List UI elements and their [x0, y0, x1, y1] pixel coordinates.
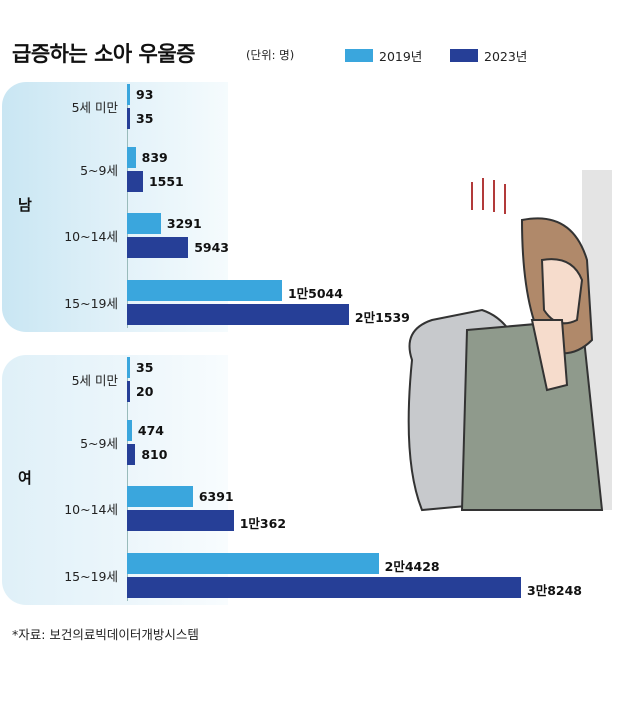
bar-2019: [127, 147, 136, 168]
bar-2019: [127, 553, 379, 574]
bar-2023: [127, 237, 189, 258]
unit-label: (단위: 명): [246, 48, 295, 62]
legend-2023: 2023년: [450, 46, 527, 65]
age-label: 10~14세: [64, 229, 118, 244]
chart-title: 급증하는 소아 우울증: [12, 42, 196, 66]
bar-2019: [127, 280, 282, 301]
legend-2019: 2019년: [345, 46, 422, 65]
stress-lines: [471, 178, 506, 214]
age-label: 10~14세: [64, 502, 118, 517]
age-label: 5세 미만: [71, 373, 118, 388]
bar-2023: [127, 381, 130, 402]
age-label: 5~9세: [80, 436, 118, 451]
bar-value-label: 20: [136, 384, 154, 399]
girl-illustration: [407, 170, 612, 512]
bar-2019: [127, 213, 161, 234]
gender-label-1: 여: [18, 469, 32, 487]
bar-value-label: 810: [141, 447, 168, 462]
bar-value-label: 839: [141, 150, 168, 165]
bar-value-label: 2만4428: [384, 559, 440, 574]
age-label: 15~19세: [64, 296, 118, 311]
age-label: 5세 미만: [71, 100, 118, 115]
bar-value-label: 1551: [148, 174, 184, 189]
axis-line-1: [127, 357, 128, 601]
bar-value-label: 1만362: [239, 516, 287, 531]
bar-2023: [127, 304, 349, 325]
legend-label-2023: 2023년: [484, 49, 528, 64]
gender-label-0: 남: [18, 196, 32, 214]
bar-2019: [127, 420, 132, 441]
legend-label-2019: 2019년: [379, 49, 423, 64]
bar-2023: [127, 444, 136, 465]
bar-value-label: 474: [137, 423, 164, 438]
source-note: *자료: 보건의료빅데이터개방시스템: [12, 627, 199, 642]
age-label: 5~9세: [80, 163, 118, 178]
bar-value-label: 6391: [198, 489, 234, 504]
legend-swatch-2019: [345, 49, 373, 62]
bar-value-label: 3만8248: [527, 583, 582, 598]
bar-2023: [127, 510, 234, 531]
face-hands: [540, 258, 584, 325]
bar-value-label: 1만5044: [287, 286, 343, 301]
bar-value-label: 93: [136, 87, 154, 102]
bar-2023: [127, 577, 521, 598]
bar-2019: [127, 486, 193, 507]
bar-2023: [127, 171, 143, 192]
bar-value-label: 35: [136, 111, 154, 126]
bar-2019: [127, 357, 130, 378]
arm: [530, 319, 569, 392]
bar-value-label: 5943: [194, 240, 230, 255]
bar-2019: [127, 84, 130, 105]
legend-swatch-2023: [450, 49, 478, 62]
age-label: 15~19세: [64, 569, 118, 584]
bar-value-label: 3291: [166, 216, 202, 231]
bar-value-label: 35: [136, 360, 154, 375]
axis-line-0: [127, 84, 128, 328]
bar-value-label: 2만1539: [354, 310, 410, 325]
bar-2023: [127, 108, 130, 129]
